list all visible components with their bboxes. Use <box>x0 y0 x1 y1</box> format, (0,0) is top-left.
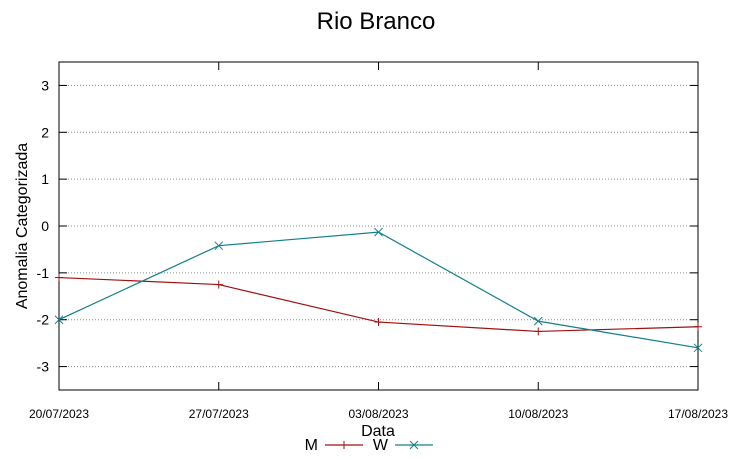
y-axis: 3 2 1 0 -1 -2 -3 <box>37 77 698 375</box>
legend-marker-m <box>340 441 348 449</box>
y-tick-label: 0 <box>41 218 49 234</box>
marker-stroke <box>409 440 419 450</box>
x-tick-label: 27/07/2023 <box>189 407 249 421</box>
x-tick-label: 10/08/2023 <box>508 407 568 421</box>
data-point-w <box>374 227 383 237</box>
marker-stroke <box>214 241 224 251</box>
x-tick-label: 03/08/2023 <box>348 407 408 421</box>
data-point-m <box>534 327 543 336</box>
data-point-m <box>374 318 383 327</box>
data-point-w <box>54 315 64 325</box>
y-tick-label: 3 <box>41 77 49 93</box>
chart-title: Rio Branco <box>316 8 436 35</box>
x-axis: 20/07/2023 27/07/2023 03/08/2023 10/08/2023… <box>29 62 728 421</box>
y-tick-label: -2 <box>37 312 50 328</box>
marker-stroke <box>533 316 543 326</box>
data-point-w <box>214 241 224 251</box>
y-tick-label: 1 <box>41 171 49 187</box>
data-point-m <box>55 273 63 282</box>
y-axis-label: Anomalia Categorizada <box>14 143 31 309</box>
legend-label-w: W <box>373 437 389 454</box>
marker-stroke <box>54 315 64 325</box>
data-point-m <box>694 322 702 331</box>
series-line-w <box>58 231 699 349</box>
legend-label-m: M <box>305 437 318 454</box>
data-point-m <box>214 280 223 289</box>
x-tick-label: 17/08/2023 <box>668 407 728 421</box>
data-point-w <box>693 343 703 353</box>
series-group <box>54 227 703 353</box>
legend-marker-w <box>409 440 419 450</box>
marker-stroke <box>374 227 383 237</box>
marker-stroke <box>693 343 703 353</box>
y-tick-label: -3 <box>37 359 50 375</box>
x-axis-label: Data <box>361 423 395 440</box>
y-tick-label: -1 <box>37 265 50 281</box>
x-tick-label: 20/07/2023 <box>29 407 89 421</box>
y-tick-label: 2 <box>41 124 49 140</box>
data-point-w <box>533 316 543 326</box>
